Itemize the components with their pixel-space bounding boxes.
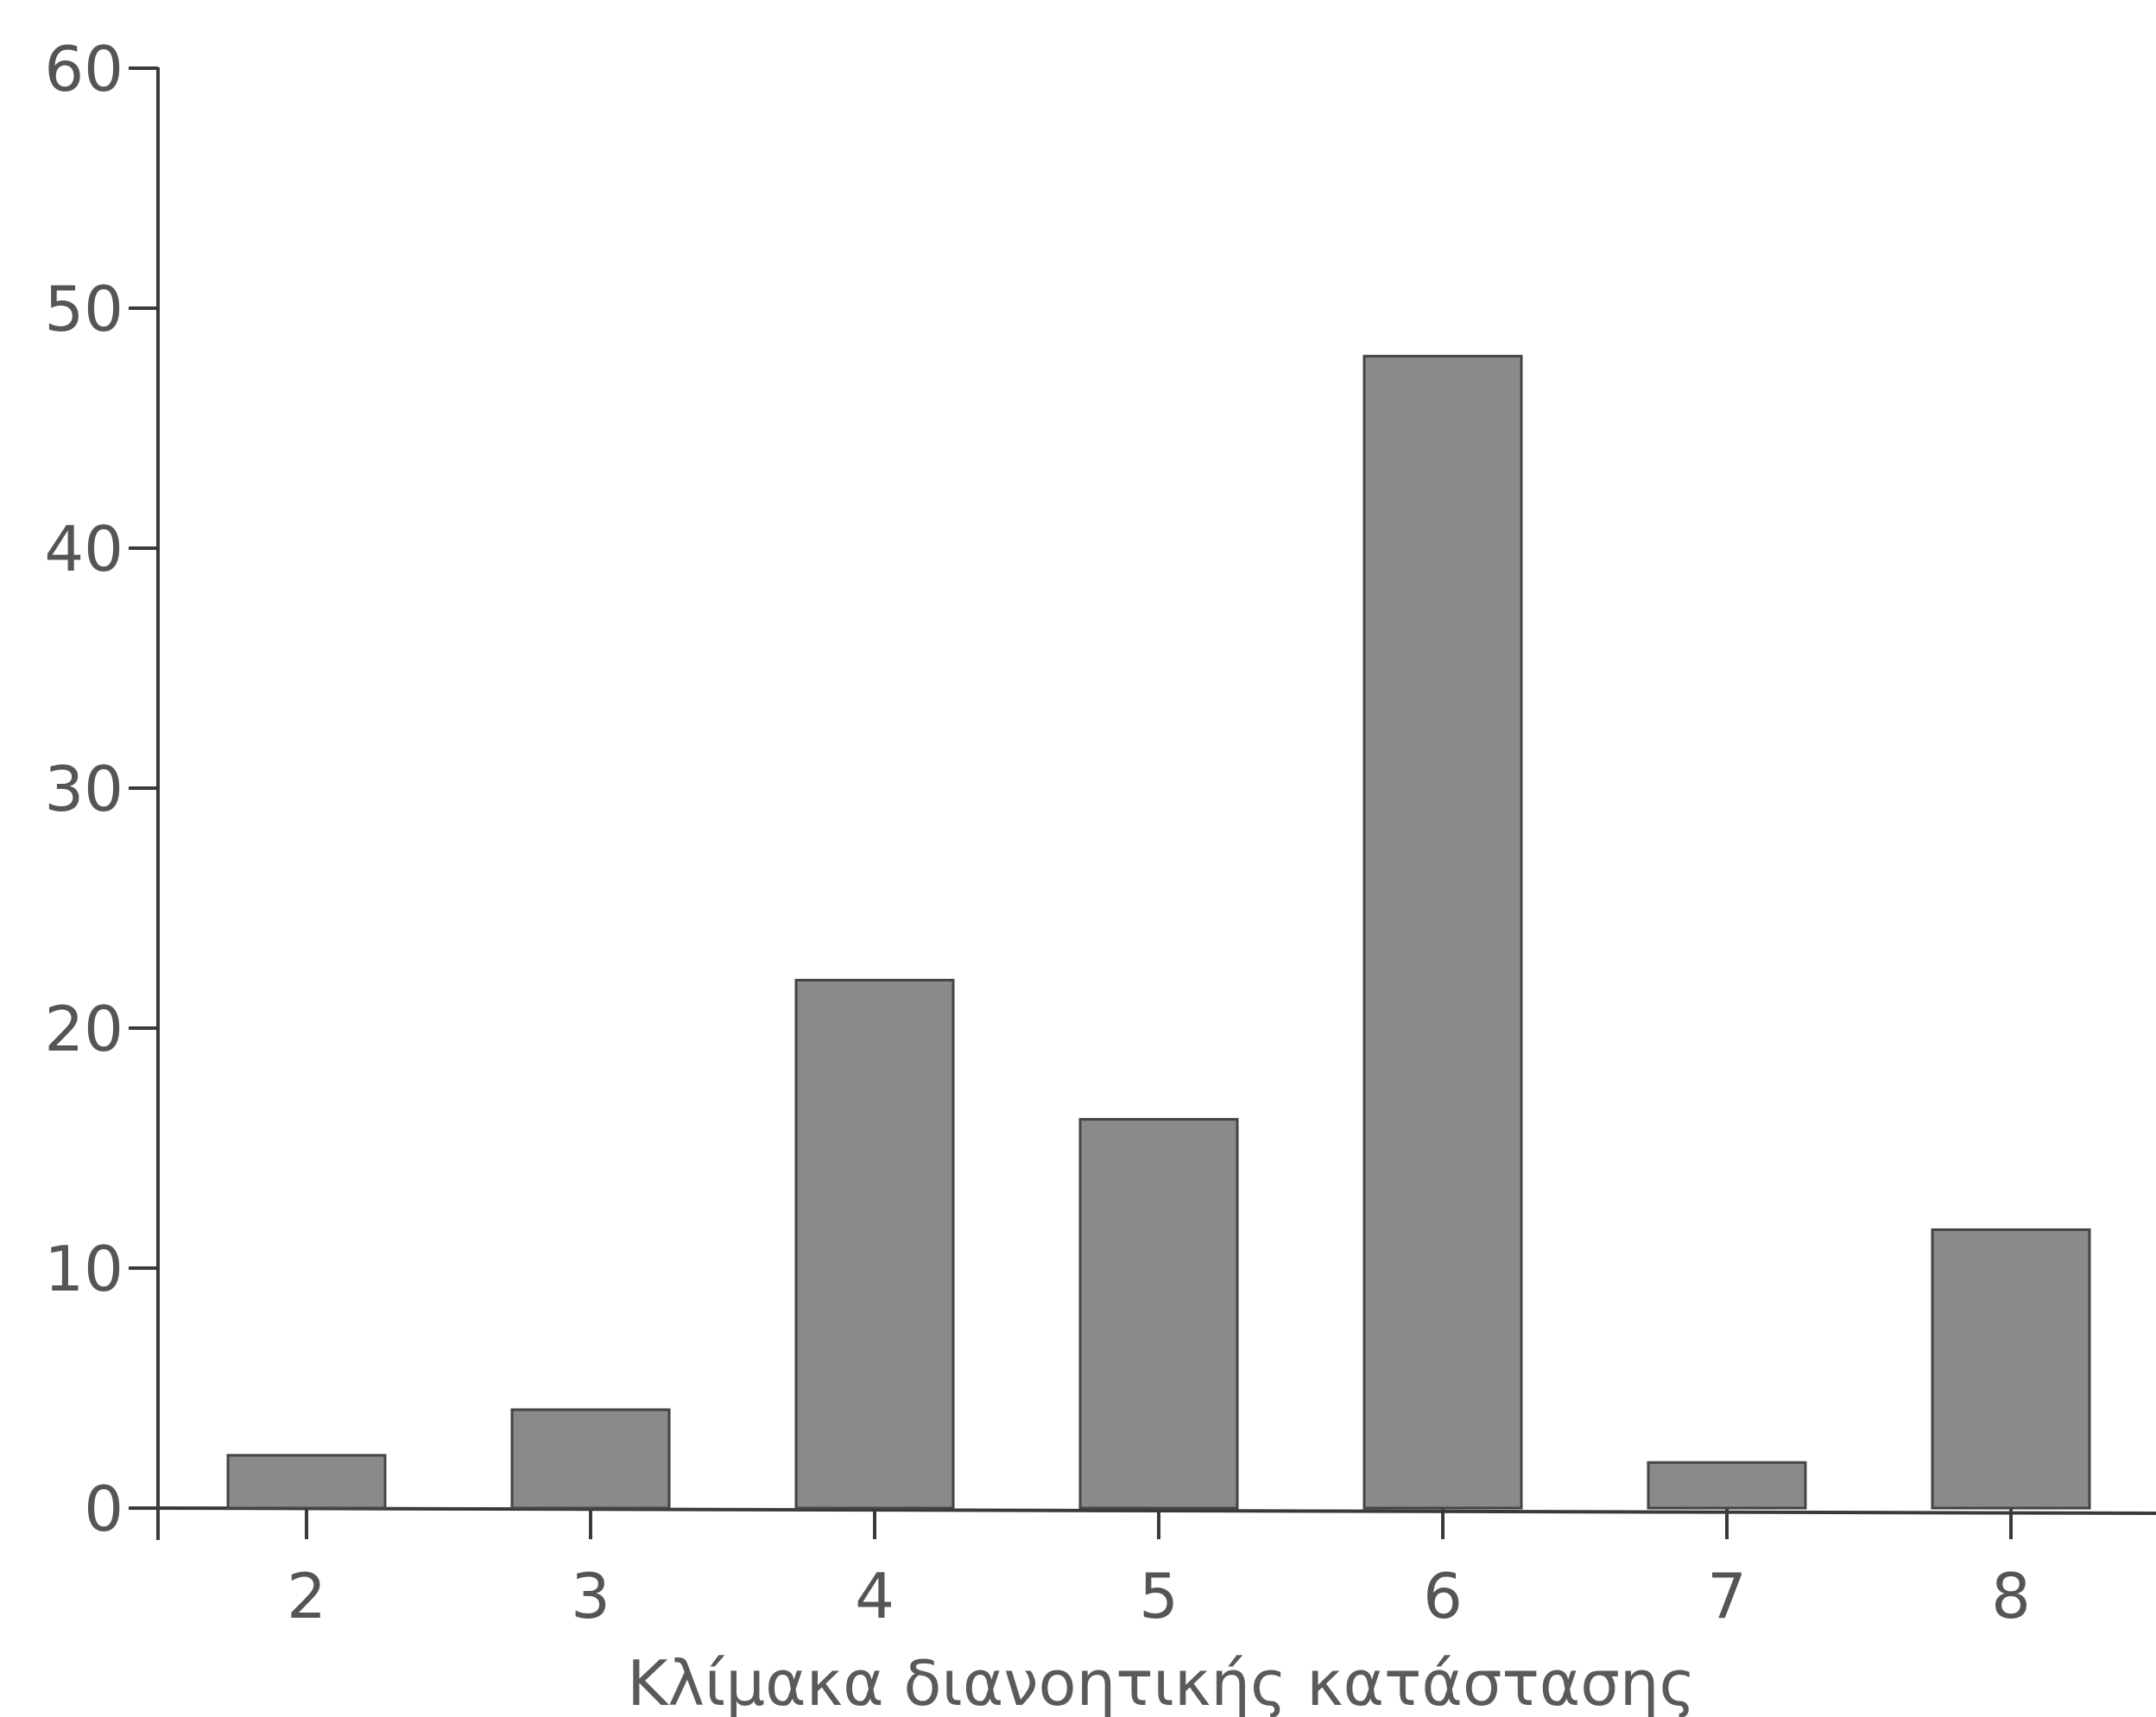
y-tick-label: 10 (44, 1233, 123, 1305)
x-tick-label: 7 (1707, 1560, 1747, 1632)
bar-2 (226, 1454, 387, 1510)
y-tick-label: 30 (44, 753, 123, 825)
y-tick-label: 50 (44, 273, 123, 345)
y-tick-label: 60 (44, 33, 123, 105)
x-tick-label: 4 (855, 1560, 895, 1632)
x-axis-title: Κλίμακα διανοητικής κατάστασης (627, 1647, 1696, 1717)
x-tick-label: 2 (287, 1560, 326, 1632)
x-tick-label: 6 (1423, 1560, 1463, 1632)
x-tick-label: 8 (1991, 1560, 2031, 1632)
bar-6 (1363, 355, 1523, 1510)
bar-4 (794, 978, 955, 1510)
y-tick-label: 20 (44, 993, 123, 1065)
y-tick-label: 0 (84, 1473, 123, 1545)
bar-5 (1078, 1118, 1239, 1510)
x-tick-label: 3 (571, 1560, 610, 1632)
bars-group (226, 355, 2091, 1510)
x-tick-label: 5 (1139, 1560, 1179, 1632)
y-axis: 0 10 20 30 40 50 60 (44, 33, 160, 1545)
x-axis: 2 3 4 5 6 7 8 (157, 1506, 2156, 1632)
bar-7 (1647, 1461, 1807, 1510)
bar-8 (1931, 1228, 2091, 1510)
bar-3 (510, 1408, 671, 1510)
y-tick-label: 40 (44, 513, 123, 585)
